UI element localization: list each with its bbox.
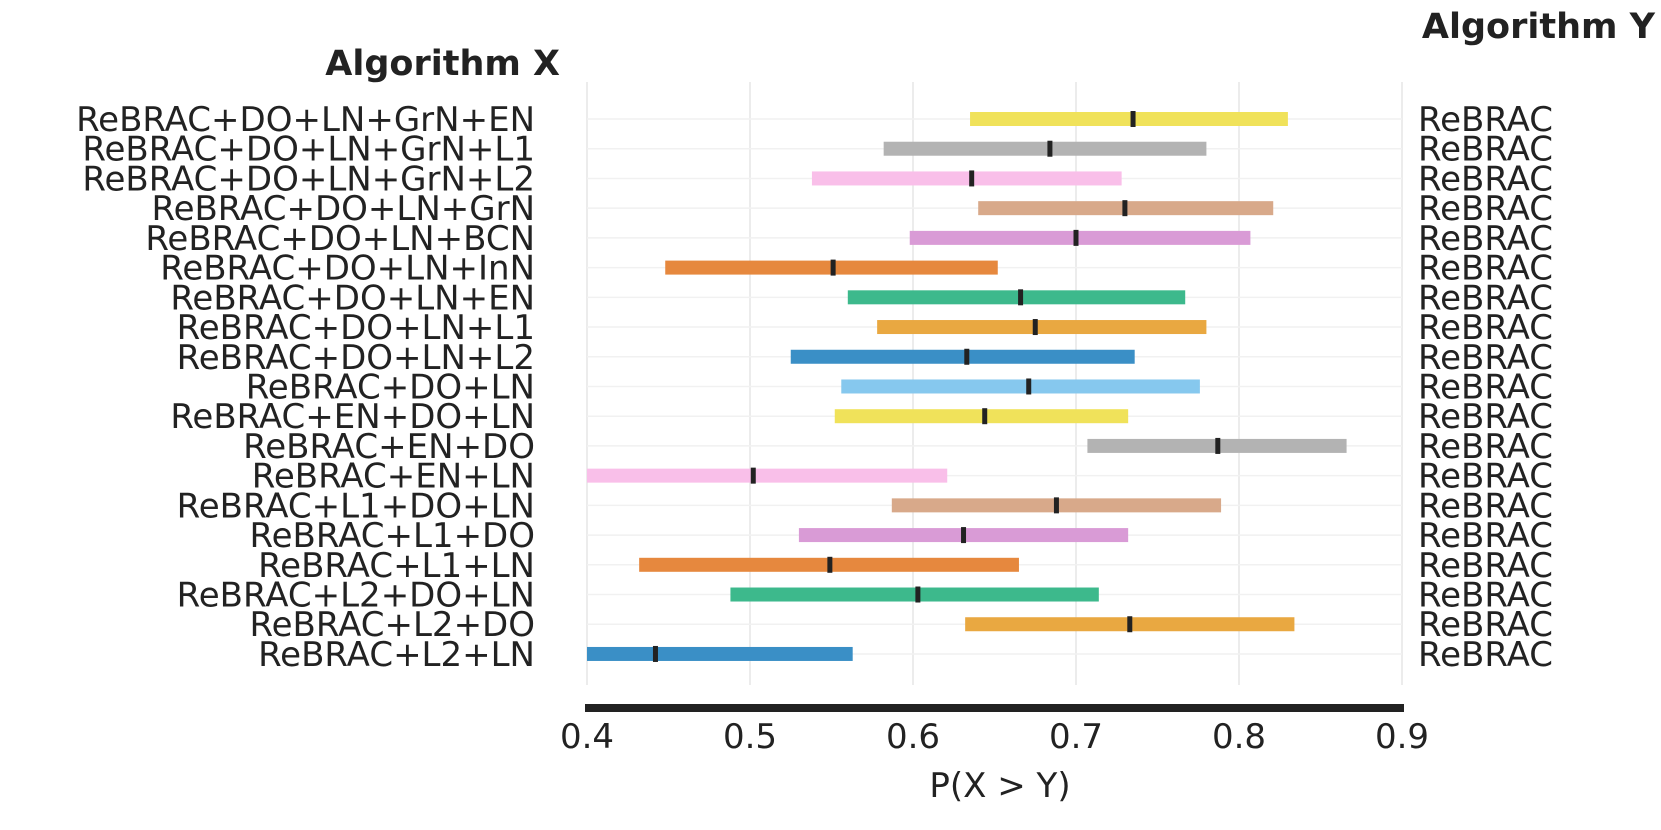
algorithm-y-label: ReBRAC (1418, 576, 1553, 616)
algorithm-y-label: ReBRAC (1418, 159, 1553, 199)
algorithm-y-label: ReBRAC (1418, 516, 1553, 556)
algorithm-y-label: ReBRAC (1418, 278, 1553, 318)
algorithm-x-label: ReBRAC+DO+LN+L1 (177, 308, 535, 348)
algorithm-x-label: ReBRAC+L1+DO+LN (177, 486, 535, 526)
algorithm-x-label: ReBRAC+DO+LN+GrN+L2 (82, 159, 535, 199)
algorithm-x-label: ReBRAC+DO+LN+L2 (177, 338, 535, 378)
point-estimate (964, 348, 970, 365)
point-estimate (961, 527, 967, 544)
x-tick-label: 0.4 (560, 717, 614, 757)
algorithm-x-label: ReBRAC+DO+LN+GrN (151, 189, 535, 229)
point-estimate (982, 408, 988, 425)
algorithm-x-label: ReBRAC+DO+LN+InN (160, 249, 535, 289)
algorithm-x-label: ReBRAC+EN+LN (252, 457, 535, 497)
algorithm-y-label: ReBRAC (1418, 189, 1553, 229)
point-estimate (830, 259, 836, 276)
algorithm-y-label: ReBRAC (1418, 100, 1553, 140)
interval-bar (730, 587, 1099, 602)
algorithm-x-label: ReBRAC+L1+DO (250, 516, 535, 556)
algorithm-y-labels: ReBRACReBRACReBRACReBRACReBRACReBRACReBR… (1418, 100, 1553, 675)
point-estimate (1032, 319, 1038, 336)
algorithm-y-label: ReBRAC (1418, 546, 1553, 586)
algorithm-x-label: ReBRAC+L2+DO+LN (177, 576, 535, 616)
point-estimate (915, 586, 921, 603)
interval-bar (970, 112, 1288, 126)
algorithm-y-label: ReBRAC (1418, 249, 1553, 289)
algorithm-x-label: ReBRAC+L2+LN (258, 635, 535, 675)
right-title: Algorithm Y (1422, 7, 1656, 47)
point-estimate (969, 170, 975, 187)
interval-bar (587, 468, 948, 483)
interval-bar (883, 141, 1207, 156)
left-title: Algorithm X (325, 44, 560, 84)
algorithm-y-label: ReBRAC (1418, 635, 1553, 675)
interval-bars (587, 111, 1347, 662)
point-estimate (1130, 111, 1136, 127)
point-estimate (1018, 289, 1024, 306)
point-estimate (827, 556, 833, 573)
algorithm-y-label: ReBRAC (1418, 457, 1553, 497)
interval-bar (587, 646, 853, 661)
algorithm-y-label: ReBRAC (1418, 486, 1553, 526)
algorithm-x-label: ReBRAC+EN+DO+LN (170, 397, 535, 437)
algorithm-y-label: ReBRAC (1418, 219, 1553, 259)
interval-bar (834, 409, 1129, 424)
x-axis-label: P(X > Y) (929, 766, 1070, 806)
algorithm-y-label: ReBRAC (1418, 605, 1553, 645)
algorithm-x-label: ReBRAC+DO+LN+GrN+EN (76, 100, 535, 140)
algorithm-x-label: ReBRAC+L1+LN (258, 546, 535, 586)
algorithm-y-label: ReBRAC (1418, 367, 1553, 407)
interval-bar (909, 230, 1251, 245)
algorithm-y-label: ReBRAC (1418, 130, 1553, 170)
interval-bar (811, 171, 1122, 186)
x-tick-label: 0.5 (723, 717, 777, 757)
x-axis: 0.4 0.5 0.6 0.7 0.8 0.9 (560, 704, 1429, 757)
x-tick-label: 0.6 (886, 717, 940, 757)
point-estimate (1026, 378, 1032, 395)
algorithm-y-label: ReBRAC (1418, 397, 1553, 437)
algorithm-x-label: ReBRAC+DO+LN (246, 367, 535, 407)
interval-bar (847, 290, 1186, 305)
algorithm-y-label: ReBRAC (1418, 308, 1553, 348)
algorithm-y-label: ReBRAC (1418, 338, 1553, 378)
point-estimate (1127, 616, 1133, 633)
algorithm-x-label: ReBRAC+DO+LN+EN (170, 278, 535, 318)
x-tick-label: 0.7 (1049, 717, 1103, 757)
x-tick-label: 0.9 (1375, 717, 1429, 757)
interval-bar (790, 349, 1135, 364)
x-tick-label: 0.8 (1212, 717, 1266, 757)
algorithm-y-label: ReBRAC (1418, 427, 1553, 467)
point-estimate (1053, 497, 1059, 514)
algorithm-x-label: ReBRAC+EN+DO (243, 427, 535, 467)
point-estimate (1122, 200, 1128, 217)
point-estimate (1047, 140, 1053, 157)
algorithm-x-label: ReBRAC+L2+DO (250, 605, 535, 645)
algorithm-x-label: ReBRAC+DO+LN+GrN+L1 (82, 130, 535, 170)
point-estimate (750, 467, 756, 484)
point-estimate (1215, 437, 1221, 454)
point-estimate (652, 645, 658, 662)
interval-bar (841, 379, 1200, 394)
interval-bar (877, 320, 1207, 335)
point-estimate (1073, 229, 1079, 246)
algorithm-x-labels: ReBRAC+DO+LN+GrN+ENReBRAC+DO+LN+GrN+L1Re… (76, 100, 535, 675)
algorithm-x-label: ReBRAC+DO+LN+BCN (145, 219, 535, 259)
